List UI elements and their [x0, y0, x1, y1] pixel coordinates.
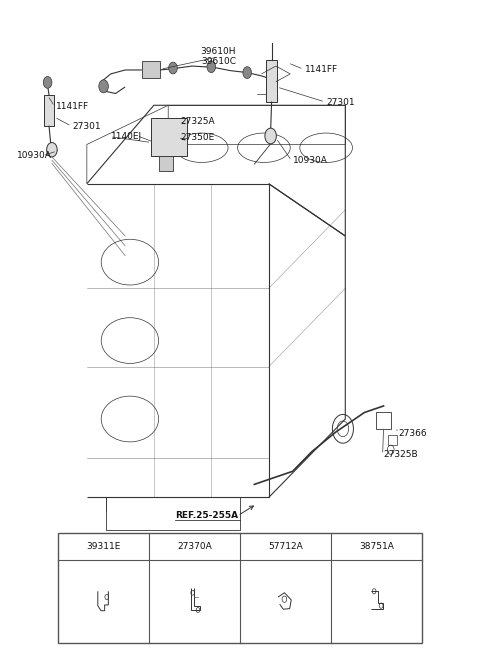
Bar [376, 413, 391, 429]
Text: 38751A: 38751A [359, 542, 394, 551]
Text: 27370A: 27370A [177, 542, 212, 551]
Text: 57712A: 57712A [268, 542, 303, 551]
Bar [152, 119, 187, 157]
Bar [106, 497, 240, 530]
Circle shape [99, 80, 108, 93]
Circle shape [168, 62, 177, 74]
Bar [44, 95, 54, 126]
Bar [142, 62, 160, 78]
Text: 27366: 27366 [398, 429, 427, 438]
Text: 1141FF: 1141FF [56, 102, 89, 111]
Circle shape [207, 61, 216, 73]
Text: 39610H
39610C: 39610H 39610C [201, 47, 236, 66]
Text: 1140EJ: 1140EJ [111, 132, 142, 141]
Circle shape [47, 143, 57, 157]
Text: 1141FF: 1141FF [305, 65, 338, 74]
Bar [58, 533, 422, 643]
Circle shape [243, 67, 252, 79]
Bar [158, 157, 173, 171]
Text: 10930A: 10930A [293, 157, 327, 165]
Bar [388, 435, 397, 445]
Circle shape [265, 128, 276, 144]
Circle shape [43, 77, 52, 88]
Text: 27350E: 27350E [180, 134, 215, 142]
Text: 27325B: 27325B [384, 451, 418, 459]
Text: 10930A: 10930A [17, 151, 52, 160]
Text: 27325A: 27325A [180, 117, 215, 126]
Text: REF.25-255A: REF.25-255A [175, 512, 239, 520]
Text: 27301: 27301 [326, 98, 355, 107]
Text: 27301: 27301 [72, 122, 101, 131]
Text: 39311E: 39311E [86, 542, 121, 551]
Bar [266, 60, 277, 102]
